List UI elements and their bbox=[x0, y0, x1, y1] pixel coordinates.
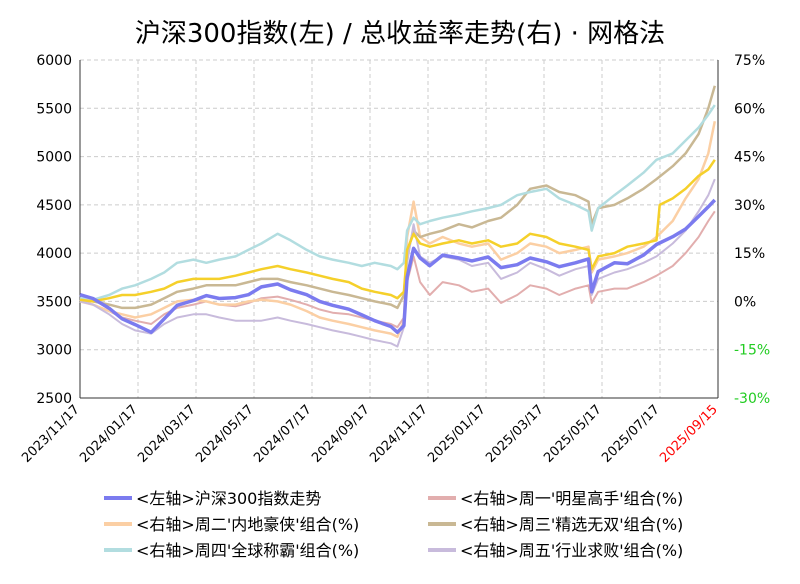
legend-label: <右轴>周五'行业求败'组合(%) bbox=[460, 541, 683, 560]
grid-lines bbox=[79, 59, 719, 399]
x-tick-label: 2024/07/17 bbox=[251, 402, 315, 466]
x-tick-label: 2025/07/17 bbox=[599, 402, 663, 466]
y-left-tick-label: 4000 bbox=[36, 246, 72, 262]
series-line-3 bbox=[79, 85, 717, 310]
series-line-0 bbox=[79, 198, 717, 335]
x-axis: 2023/11/172024/01/172024/03/172024/05/17… bbox=[19, 402, 721, 466]
legend-label: <右轴>周二'内地豪侠'组合(%) bbox=[136, 515, 359, 534]
y-right-tick-label: 15% bbox=[734, 246, 765, 262]
y-left-tick-label: 3500 bbox=[36, 294, 72, 310]
x-tick-label: 2024/05/17 bbox=[193, 402, 257, 466]
legend: <左轴>沪深300指数走势 <右轴>周一'明星高手'组合(%) <右轴>周二'内地豪… bbox=[104, 489, 683, 560]
x-tick-label: 2024/01/17 bbox=[77, 402, 141, 466]
x-tick-label: 2025/09/15 bbox=[657, 402, 721, 466]
y-right-tick-label: 0% bbox=[734, 294, 756, 310]
x-tick-label: 2024/11/17 bbox=[367, 402, 431, 466]
y-left-tick-label: 3000 bbox=[36, 343, 72, 359]
series-lines bbox=[79, 85, 717, 348]
chart-title: 沪深300指数(左) / 总收益率走势(右) · 网格法 bbox=[135, 19, 665, 49]
y-left-tick-label: 5000 bbox=[36, 150, 72, 166]
y-right-tick-label: 60% bbox=[734, 101, 765, 117]
y-right-tick-label: -30% bbox=[734, 391, 770, 407]
y-right-tick-label: -15% bbox=[734, 343, 770, 359]
series-line-2 bbox=[79, 120, 717, 339]
y-left-tick-label: 5500 bbox=[36, 101, 72, 117]
y-left-tick-label: 6000 bbox=[36, 53, 72, 69]
x-tick-label: 2024/03/17 bbox=[135, 402, 199, 466]
right-axis: -30% -15% 0% 15% 30% 45% 60% 75% bbox=[734, 53, 770, 407]
x-tick-label: 2023/11/17 bbox=[19, 402, 83, 466]
y-left-tick-label: 2500 bbox=[36, 391, 72, 407]
x-tick-label: 2025/01/17 bbox=[425, 402, 489, 466]
legend-label: <右轴>周三'精选无双'组合(%) bbox=[460, 515, 683, 534]
y-right-tick-label: 75% bbox=[734, 53, 765, 69]
x-tick-label: 2025/03/17 bbox=[483, 402, 547, 466]
y-right-tick-label: 30% bbox=[734, 198, 765, 214]
legend-label: <右轴>周一'明星高手'组合(%) bbox=[460, 489, 683, 508]
series-line-4 bbox=[79, 104, 716, 302]
series-line-6 bbox=[79, 159, 716, 303]
y-left-tick-label: 4500 bbox=[36, 198, 72, 214]
legend-label: <右轴>周四'全球称霸'组合(%) bbox=[136, 541, 359, 560]
legend-label: <左轴>沪深300指数走势 bbox=[136, 489, 321, 508]
x-tick-label: 2025/05/17 bbox=[541, 402, 605, 466]
left-axis: 2500 3000 3500 4000 4500 5000 5500 6000 bbox=[36, 53, 72, 407]
y-right-tick-label: 45% bbox=[734, 150, 765, 166]
x-tick-label: 2024/09/17 bbox=[309, 402, 373, 466]
